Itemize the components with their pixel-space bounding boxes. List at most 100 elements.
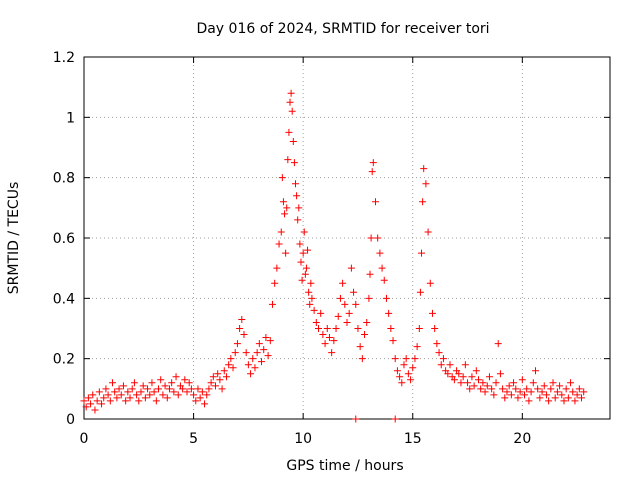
data-point bbox=[507, 391, 515, 399]
data-point bbox=[91, 406, 99, 414]
data-point bbox=[144, 385, 152, 393]
data-point bbox=[179, 385, 187, 393]
data-point bbox=[279, 198, 287, 206]
data-point bbox=[113, 394, 121, 402]
y-tick-label: 0 bbox=[66, 412, 75, 428]
data-point bbox=[135, 397, 143, 405]
data-point bbox=[174, 391, 182, 399]
data-point bbox=[512, 385, 520, 393]
data-point bbox=[80, 397, 88, 405]
data-point bbox=[89, 391, 97, 399]
data-point bbox=[126, 394, 134, 402]
data-point bbox=[298, 276, 306, 284]
data-point bbox=[409, 364, 417, 372]
data-point bbox=[305, 288, 313, 296]
data-point bbox=[477, 385, 485, 393]
data-point bbox=[391, 355, 399, 363]
data-point bbox=[387, 325, 395, 332]
data-point bbox=[100, 394, 108, 402]
data-point bbox=[260, 346, 268, 354]
data-point bbox=[108, 379, 116, 387]
data-point bbox=[562, 385, 570, 393]
data-point bbox=[531, 367, 539, 375]
data-point bbox=[229, 364, 237, 372]
data-point bbox=[560, 397, 568, 405]
data-point bbox=[518, 376, 526, 384]
data-point bbox=[258, 358, 266, 366]
data-point bbox=[385, 309, 393, 317]
data-point bbox=[536, 394, 544, 402]
data-point bbox=[198, 388, 206, 396]
data-point bbox=[275, 240, 283, 248]
data-point bbox=[218, 385, 226, 393]
data-point bbox=[227, 355, 235, 363]
data-point bbox=[122, 397, 130, 405]
data-point bbox=[148, 379, 156, 387]
data-point bbox=[549, 379, 557, 387]
data-point bbox=[571, 397, 579, 405]
data-point bbox=[339, 279, 347, 287]
data-point bbox=[369, 159, 377, 167]
data-point bbox=[82, 403, 90, 411]
data-point bbox=[95, 388, 103, 396]
data-point bbox=[343, 318, 351, 326]
data-point bbox=[551, 394, 559, 402]
data-point bbox=[93, 397, 101, 405]
data-point bbox=[466, 385, 474, 393]
data-point bbox=[183, 388, 191, 396]
data-point bbox=[283, 204, 291, 212]
data-point bbox=[578, 394, 586, 402]
data-point bbox=[181, 376, 189, 384]
data-point bbox=[288, 107, 296, 115]
data-point bbox=[300, 228, 308, 236]
data-point bbox=[172, 373, 180, 381]
data-point bbox=[104, 391, 112, 399]
data-points bbox=[80, 89, 588, 423]
data-point bbox=[347, 264, 355, 272]
data-point bbox=[420, 165, 428, 173]
data-point bbox=[297, 258, 305, 266]
data-point bbox=[117, 391, 125, 399]
data-point bbox=[450, 376, 458, 384]
y-tick-label: 1 bbox=[66, 110, 75, 126]
data-point bbox=[240, 331, 248, 339]
data-point bbox=[291, 180, 299, 188]
data-point bbox=[249, 355, 257, 363]
data-point bbox=[378, 264, 386, 272]
data-point bbox=[87, 400, 95, 408]
data-point bbox=[124, 388, 132, 396]
data-point bbox=[371, 198, 379, 206]
data-point bbox=[580, 388, 588, 396]
data-point bbox=[505, 382, 513, 390]
x-tick-label: 10 bbox=[294, 431, 312, 447]
y-axis-label: SRMTID / TECUs bbox=[6, 182, 22, 295]
data-point bbox=[216, 376, 224, 384]
data-point bbox=[251, 364, 259, 372]
data-point bbox=[424, 228, 432, 236]
data-point bbox=[220, 367, 228, 375]
data-point bbox=[475, 376, 482, 384]
data-point bbox=[501, 394, 509, 402]
data-point bbox=[304, 246, 312, 254]
data-point bbox=[413, 343, 421, 351]
data-point bbox=[446, 361, 454, 369]
data-point bbox=[321, 340, 329, 348]
data-point bbox=[102, 385, 110, 393]
data-point bbox=[293, 192, 301, 200]
data-point bbox=[161, 382, 169, 390]
data-point bbox=[111, 388, 119, 396]
data-point bbox=[255, 340, 263, 348]
data-point bbox=[461, 361, 469, 369]
data-point bbox=[98, 400, 106, 408]
data-point bbox=[494, 340, 502, 348]
data-point bbox=[404, 370, 412, 378]
data-point bbox=[262, 334, 270, 342]
data-point bbox=[317, 309, 325, 317]
data-point bbox=[472, 367, 480, 375]
data-point bbox=[106, 397, 114, 405]
data-point bbox=[332, 325, 340, 332]
data-point bbox=[325, 334, 333, 342]
data-point bbox=[553, 388, 561, 396]
data-point bbox=[363, 318, 371, 326]
data-point bbox=[510, 379, 518, 387]
